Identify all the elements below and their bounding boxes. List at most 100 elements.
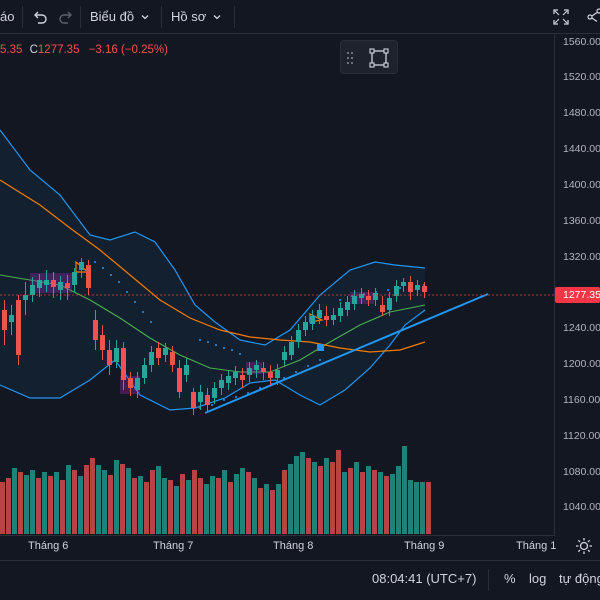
toolbar-divider [22, 6, 23, 28]
volume-bar [162, 478, 167, 534]
volume-bar [0, 482, 5, 534]
volume-bar [234, 474, 239, 534]
price-axis-label: 1200.00 [563, 358, 600, 370]
volume-bar [42, 472, 47, 534]
volume-bar [378, 472, 383, 534]
candle-body [345, 302, 350, 310]
candle-body [380, 305, 385, 312]
chart-type-dropdown[interactable]: Biểu đồ [90, 9, 150, 24]
sar-dot [215, 344, 217, 346]
redo-icon[interactable] [56, 7, 76, 27]
volume-bar [30, 470, 35, 534]
candle-body [310, 316, 315, 324]
candle-body [107, 350, 112, 365]
price-axis-label: 1240.00 [563, 322, 600, 334]
candle-body [219, 380, 224, 388]
volume-bar [12, 468, 17, 534]
sun-icon[interactable] [574, 536, 594, 556]
undo-icon[interactable] [30, 7, 50, 27]
chevron-down-icon [213, 14, 221, 19]
candle-body [51, 280, 56, 287]
volume-bar [336, 450, 341, 534]
volume-bar [294, 456, 299, 534]
volume-bar [96, 465, 101, 534]
candle-body [338, 308, 343, 316]
volume-bar [36, 478, 41, 534]
volume-bar [132, 478, 137, 534]
chevron-down-icon [141, 14, 149, 19]
sar-dot [199, 339, 201, 341]
volume-bar [168, 480, 173, 534]
sar-dot [142, 311, 144, 313]
price-chart[interactable] [0, 34, 555, 536]
volume-bar [330, 462, 335, 534]
rectangle-select-icon[interactable] [367, 46, 391, 70]
volume-bar [156, 466, 161, 534]
candle-body [163, 348, 168, 355]
volume-bar [72, 470, 77, 534]
volume-bar [180, 474, 185, 534]
volume-bar [150, 470, 155, 534]
price-axis-label: 1160.00 [563, 394, 600, 406]
volume-bar [24, 475, 29, 534]
bollinger-middle-line [0, 274, 426, 373]
volume-bar [312, 462, 317, 534]
sar-dot [211, 404, 213, 406]
candle-body [65, 283, 70, 288]
candle-body [422, 286, 427, 292]
price-axis-label: 1520.00 [563, 71, 600, 83]
volume-bar [186, 480, 191, 534]
candle-body [324, 316, 329, 320]
volume-bar [252, 478, 257, 534]
candle-body [100, 335, 105, 350]
candle-body [37, 280, 42, 288]
sar-dot [231, 349, 233, 351]
candle-body [149, 352, 154, 365]
volume-bar [192, 470, 197, 534]
candle-body [247, 368, 252, 375]
auto-scale-toggle[interactable]: tự động [559, 571, 600, 586]
time-axis-label: Tháng 7 [153, 540, 194, 552]
volume-bar [324, 458, 329, 534]
share-icon[interactable] [585, 7, 600, 27]
candle-body [408, 282, 413, 292]
volume-bar [282, 470, 287, 534]
candle-body [121, 348, 126, 380]
volume-bar [306, 458, 311, 534]
drag-handle-icon[interactable] [345, 50, 355, 66]
fullscreen-icon[interactable] [551, 7, 571, 27]
volume-bar [288, 464, 293, 534]
volume-bar [228, 482, 233, 534]
percent-toggle[interactable]: % [504, 571, 516, 586]
candle-body [415, 285, 420, 290]
status-divider [488, 569, 489, 591]
candle-body [282, 352, 287, 360]
trend-line [204, 293, 489, 414]
time-axis-label: Tháng 1 [516, 540, 557, 552]
volume-bar [408, 480, 413, 534]
volume-bar [354, 462, 359, 534]
volume-bar [90, 458, 95, 534]
sar-dot [239, 353, 241, 355]
bollinger-band-fill [0, 130, 425, 410]
profile-dropdown[interactable]: Hồ sơ [171, 9, 222, 24]
candle-body [296, 330, 301, 342]
volume-bar [54, 472, 59, 534]
price-axis-label: 1080.00 [563, 466, 600, 478]
volume-bar [372, 470, 377, 534]
log-toggle[interactable]: log [529, 571, 547, 586]
price-axis-label: 1120.00 [563, 430, 600, 442]
volume-bar [144, 482, 149, 534]
candle-body [30, 285, 35, 295]
volume-bar [300, 452, 305, 534]
clock-timezone[interactable]: 08:04:41 (UTC+7) [372, 571, 477, 586]
volume-bar [222, 470, 227, 534]
time-axis[interactable]: Tháng 6 Tháng 7 Tháng 8 Tháng 9 Tháng 1 [0, 536, 557, 558]
toolbar-partial-label[interactable]: áo [0, 9, 15, 24]
volume-bar [420, 482, 425, 534]
candle-body [366, 296, 371, 300]
sar-dot [399, 287, 401, 289]
candle-body [254, 365, 259, 370]
toolbar-divider [161, 6, 162, 28]
volume-bar [84, 465, 89, 534]
